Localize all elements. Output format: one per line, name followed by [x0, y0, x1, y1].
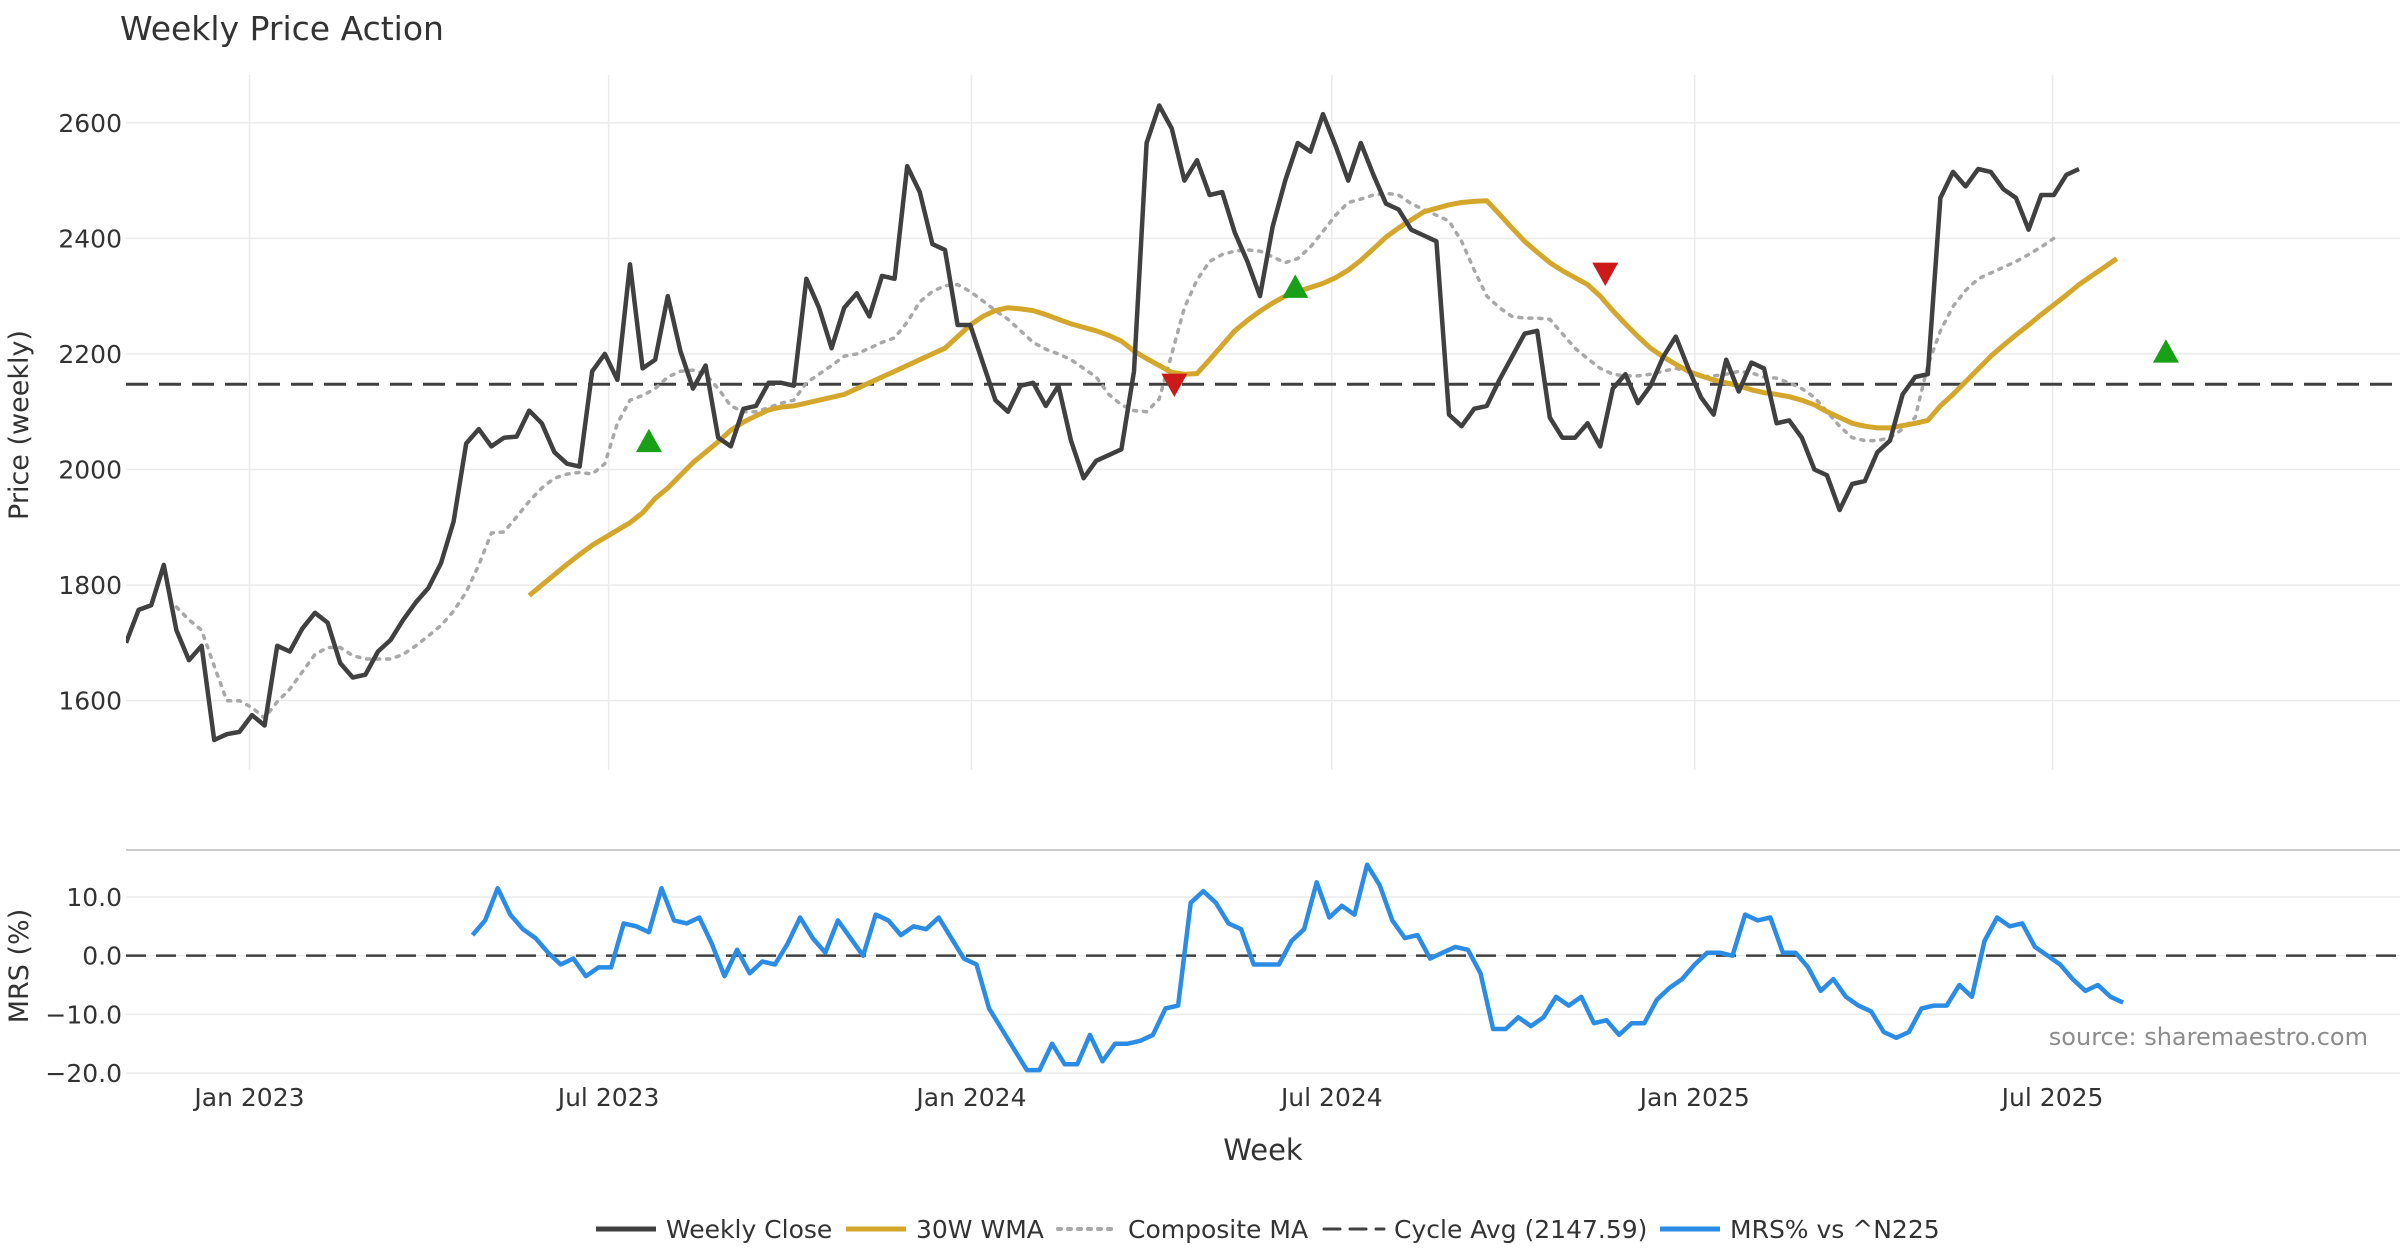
price-grid	[126, 75, 2400, 770]
legend-label: Cycle Avg (2147.59)	[1394, 1215, 1647, 1244]
bullish-signal-marker	[2152, 339, 2179, 363]
legend-label: Weekly Close	[666, 1215, 832, 1244]
x-tick-label: Jul 2024	[1279, 1083, 1383, 1112]
mrs-y-tick-label: 10.0	[66, 883, 122, 912]
chart-title: Weekly Price Action	[120, 9, 444, 48]
price-y-tick-label: 1800	[58, 571, 122, 600]
price-y-axis-label: Price (weekly)	[4, 330, 35, 520]
bullish-signal-marker	[1282, 274, 1309, 298]
x-tick-label: Jan 2023	[192, 1083, 304, 1112]
mrs-plot-area	[126, 862, 2400, 1073]
bearish-signal-marker	[1592, 262, 1619, 287]
bearish-signal-marker	[1161, 373, 1188, 397]
mrs-line	[470, 862, 2125, 1073]
mrs-y-tick-label: 0.0	[82, 942, 122, 971]
mrs-y-tick-label: −20.0	[45, 1059, 122, 1088]
x-tick-label: Jul 2023	[556, 1083, 660, 1112]
x-axis-date-ticks: Jan 2023 Jul 2023 Jan 2024 Jul 2024 Jan 2025…	[192, 1083, 2103, 1112]
composite-ma-line	[174, 191, 2056, 721]
price-y-tick-label: 2400	[58, 224, 122, 253]
x-tick-label: Jan 2025	[1638, 1083, 1750, 1112]
legend-label: MRS% vs ^N225	[1730, 1215, 1940, 1244]
price-y-tick-label: 2000	[58, 456, 122, 485]
price-y-tick-label: 2200	[58, 340, 122, 369]
price-y-tick-label: 2600	[58, 109, 122, 138]
wma-30w-line	[527, 198, 2119, 598]
legend-label: 30W WMA	[916, 1215, 1044, 1244]
weekly-close-line	[126, 103, 2080, 743]
price-y-ticks: 1600 1800 2000 2200 2400 2600	[58, 109, 122, 716]
price-y-tick-label: 1600	[58, 687, 122, 716]
x-tick-label: Jul 2025	[2000, 1083, 2104, 1112]
x-tick-label: Jan 2024	[914, 1083, 1026, 1112]
price-plot-area	[126, 103, 2400, 743]
mrs-y-tick-label: −10.0	[45, 1000, 122, 1029]
bullish-signal-marker	[635, 428, 662, 453]
mrs-y-ticks: −20.0 −10.0 0.0 10.0	[45, 883, 122, 1088]
source-credit: source: sharemaestro.com	[2049, 1023, 2368, 1051]
signal-markers	[635, 262, 2179, 453]
x-axis-label: Week	[1223, 1133, 1303, 1167]
legend: Weekly Close 30W WMA Composite MA Cycle Avg…	[596, 1215, 1940, 1244]
legend-label: Composite MA	[1128, 1215, 1308, 1244]
mrs-y-axis-label: MRS (%)	[4, 909, 35, 1024]
